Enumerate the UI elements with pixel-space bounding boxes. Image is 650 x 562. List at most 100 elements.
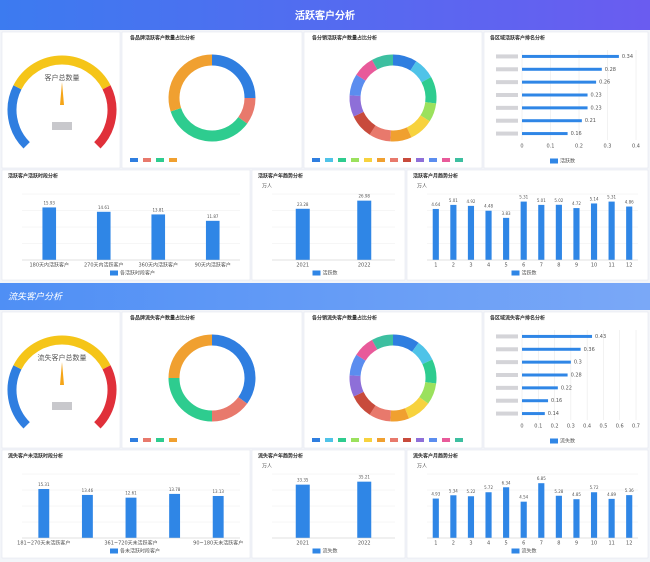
value-label: 5.72 [590,485,599,490]
x-tick-label: 2 [452,263,455,269]
x-tick-label: 2021 [296,541,309,547]
donut-segment [392,54,417,71]
x-tick-label: 2022 [358,263,371,269]
x-tick-label: 3 [469,541,472,547]
bar [522,412,545,416]
x-tick-label: 1 [434,263,437,269]
legend-swatch [429,158,437,162]
legend-swatch [550,158,558,164]
bar [522,399,549,403]
legend-swatch [325,438,333,442]
bar [96,211,111,260]
legend-swatch [416,158,424,162]
y-axis-label: 万人 [262,464,272,470]
bar [555,204,562,260]
panel [251,449,406,559]
chart-title: 流失客户未活跃时段分析 [8,453,63,460]
gauge-arc [94,85,117,149]
category-blur [496,54,518,59]
x-tick-label: 2021 [296,263,309,269]
legend-swatch [390,438,398,442]
bar [522,119,582,123]
x-tick-label: 0.7 [632,424,640,430]
value-label: 4.64 [431,202,440,207]
bar [169,493,181,538]
bar [520,501,527,538]
panel [251,169,406,281]
donut-segment [211,396,248,422]
x-tick-label: 0 [520,144,523,150]
bar [626,495,633,538]
bar [450,204,457,260]
category-blur [496,398,518,403]
value-label: 5.22 [467,489,476,494]
donut-segment [349,354,366,377]
donut-segment [390,127,412,142]
gauge-needle [60,362,64,385]
x-tick-label: 0.2 [575,144,583,150]
donut-segment [419,381,437,404]
legend-swatch [110,270,118,276]
x-tick-label: 0.3 [567,424,575,430]
value-label: 13.46 [82,488,94,493]
value-label: 0.23 [591,105,602,111]
value-label: 0.22 [561,385,572,391]
legend-swatch [169,438,177,442]
value-label: 0.36 [584,347,595,353]
bar [522,334,593,338]
value-label: 0.23 [591,93,602,99]
donut-segment [369,405,392,422]
gauge-value-blur [52,122,72,130]
category-blur [496,118,518,123]
bar [520,201,527,260]
x-tick-label: 0.4 [583,424,591,430]
bar [522,373,568,377]
value-label: 4.54 [519,495,528,500]
value-label: 35.21 [359,475,371,480]
value-label: 0.26 [599,80,610,86]
bar [590,492,598,538]
x-tick-label: 12 [626,541,632,547]
bar [205,220,220,260]
legend-swatch [511,270,520,276]
x-tick-label: 4 [487,263,490,269]
bar [522,80,597,84]
bar [467,205,475,260]
bar [626,206,633,260]
donut-segment [349,74,366,97]
bar [608,498,615,538]
chart-title: 活跃客户活跃时段分析 [8,173,58,180]
legend-swatch [130,158,138,162]
value-label: 5.36 [625,488,634,493]
x-tick-label: 2 [452,541,455,547]
value-label: 5.31 [519,195,528,200]
value-label: 3.83 [502,211,511,216]
legend-swatch [143,158,151,162]
legend-swatch [130,438,138,442]
bar [125,497,137,538]
panel [303,31,483,169]
x-tick-label: 90~180天未活跃客户 [193,540,243,547]
bar [432,208,439,260]
legend-swatch [312,158,320,162]
bar [467,496,475,538]
gauge-value-blur [52,402,72,410]
x-tick-label: 0.1 [534,424,542,430]
category-blur [496,411,518,416]
bar [608,201,615,260]
donut-segment [404,396,429,419]
y-axis-label: 万人 [262,184,272,190]
legend-swatch [110,548,118,554]
value-label: 15.31 [38,482,50,487]
value-label: 0.16 [551,398,562,404]
chart-title: 各分销活跃客户数量占比分析 [311,35,377,42]
bar [522,93,588,97]
section-header [0,0,650,30]
panel [483,31,649,169]
donut-segment [372,54,394,70]
legend-swatch [351,438,359,442]
legend-label: 流失数 [522,548,537,555]
x-tick-label: 8 [557,541,560,547]
legend-swatch [312,438,320,442]
